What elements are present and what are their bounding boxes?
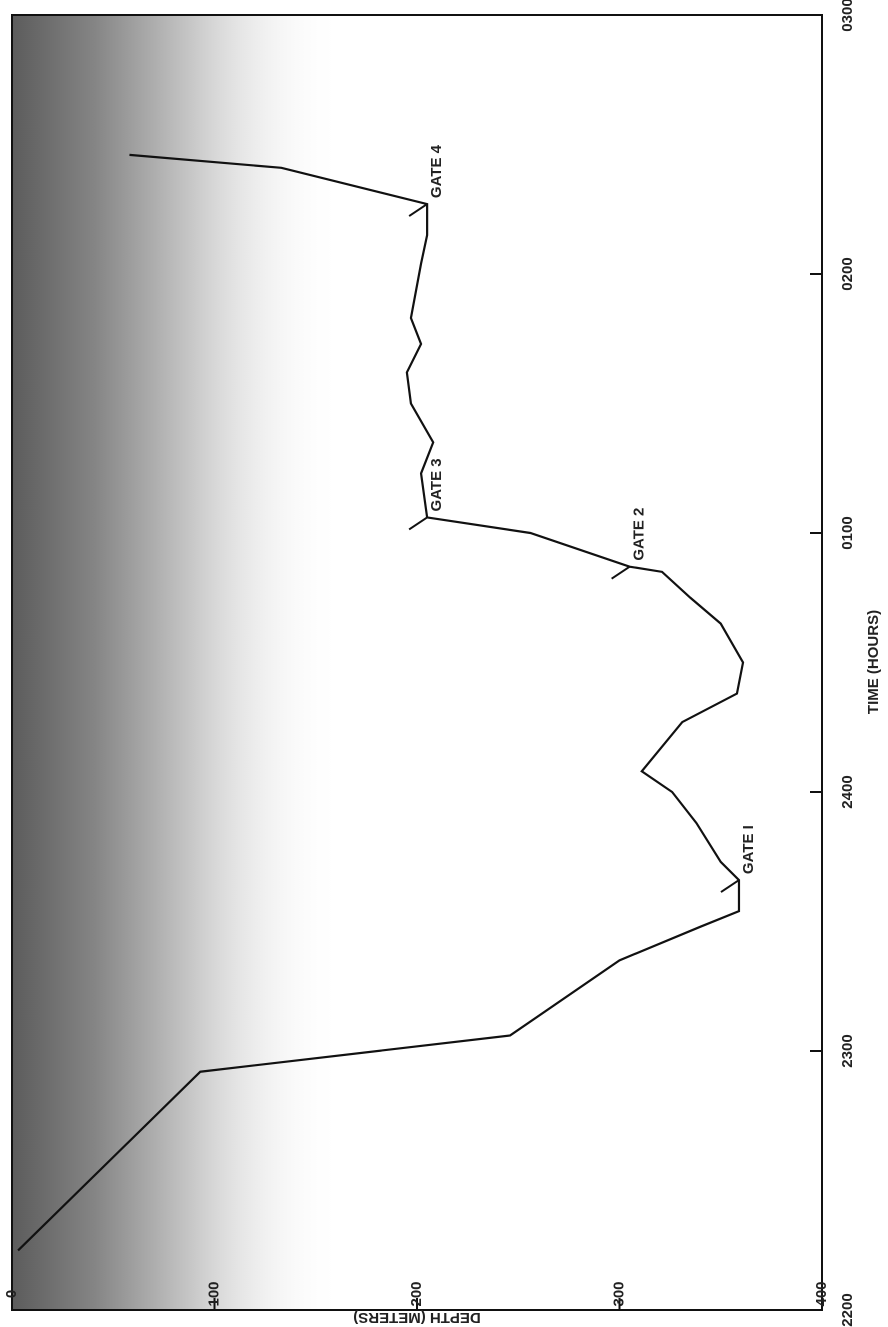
x-axis-label: TIME (HOURS)	[865, 610, 882, 714]
gate-label: GATE I	[740, 825, 757, 874]
y-axis-label: DEPTH (METERS)	[353, 1309, 481, 1326]
gate-label: GATE 2	[631, 508, 648, 561]
x-tick-label: 0300	[839, 0, 856, 32]
x-tick-label: 0200	[839, 257, 856, 290]
y-tick-label: 400	[813, 1281, 830, 1306]
gate-arrow	[720, 879, 740, 893]
y-tick-label: 200	[408, 1281, 425, 1306]
y-tick-label: 0	[3, 1290, 20, 1298]
y-tick-label: 100	[205, 1281, 222, 1306]
x-tick-label: 2200	[839, 1293, 856, 1326]
gate-arrow	[611, 565, 631, 580]
x-tick-label: 0100	[839, 516, 856, 549]
y-tick-label: 300	[610, 1281, 627, 1306]
x-tick-label: 2400	[839, 775, 856, 808]
gate-label: GATE 4	[428, 144, 445, 198]
x-tick-label: 2300	[839, 1034, 856, 1067]
gate-arrow	[408, 203, 428, 217]
gate-arrow	[408, 516, 428, 531]
echogram-background	[12, 15, 342, 1310]
depth-line	[17, 153, 745, 1252]
gate-label: GATE 3	[428, 458, 445, 511]
